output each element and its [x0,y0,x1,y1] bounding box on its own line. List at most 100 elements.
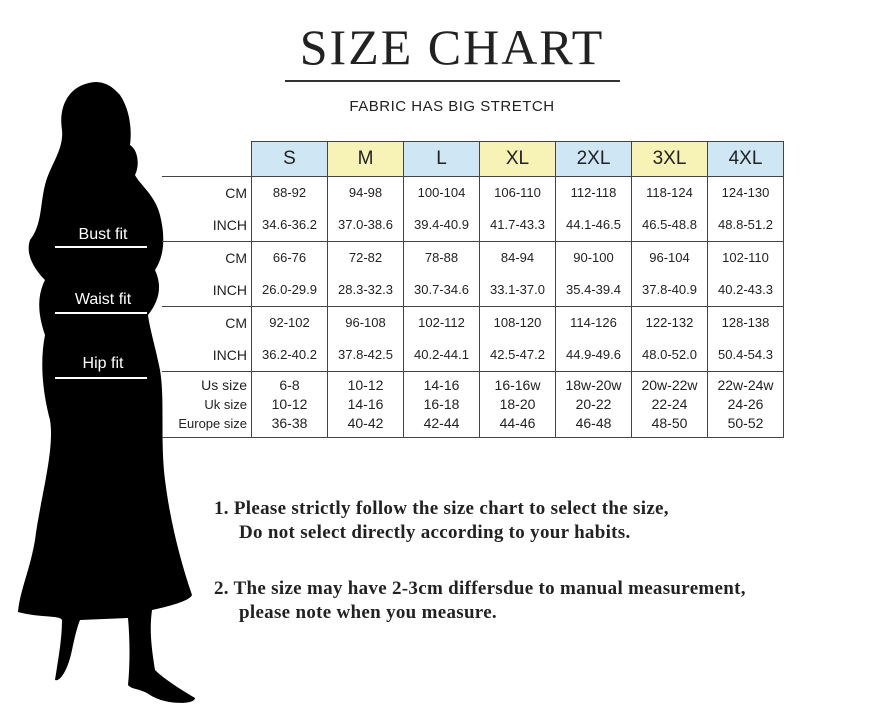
page-title: SIZE CHART [299,19,605,75]
waist-cell: 78-88 30.7-34.6 [403,241,480,307]
bust-cell: 124-130 48.8-51.2 [707,176,784,242]
waist-inch-value: 40.2-43.3 [718,282,773,297]
note-2: 2. The size may have 2-3cm differsdue to… [214,577,746,625]
conversion-cell: 16-16w 18-20 44-46 [479,371,556,438]
waist-cm-value: 84-94 [500,250,535,265]
note-1-line-2: Do not select directly according to your… [239,522,631,543]
hip-fit-line [55,377,147,379]
hip-inch-value: 50.4-54.3 [718,347,773,362]
conversion-label: Uk size [204,397,247,412]
size-header-3xl: 3XL [631,141,708,177]
bust-inch-value: 44.1-46.5 [566,217,621,232]
waist-cm-value: 102-110 [722,250,769,265]
hip-cell: 122-132 48.0-52.0 [631,306,708,372]
hip-cell: 92-102 36.2-40.2 [251,306,328,372]
eu-size-value: 48-50 [651,415,688,431]
uk-size-value: 22-24 [651,396,688,412]
hip-inch-value: 36.2-40.2 [262,347,317,362]
uk-size-value: 20-22 [575,396,612,412]
subtitle: FABRIC HAS BIG STRETCH [349,98,555,115]
bust-cell: 88-92 34.6-36.2 [251,176,328,242]
us-size-value: 22w-24w [717,377,774,393]
us-size-value: 18w-20w [565,377,622,393]
eu-size-value: 42-44 [423,415,460,431]
hip-cell: 108-120 42.5-47.2 [479,306,556,372]
waist-cell: 72-82 28.3-32.3 [327,241,404,307]
inch-label: INCH [212,282,247,298]
waist-row: CM INCH 66-76 26.0-29.9 72-82 28.3-32.3 78-88 3… [162,241,784,307]
uk-size-value: 14-16 [347,396,384,412]
us-size-value: 16-16w [494,377,541,393]
hip-inch-value: 42.5-47.2 [490,347,545,362]
size-header-s: S [251,141,328,177]
bust-cell: 100-104 39.4-40.9 [403,176,480,242]
waist-cm-value: 66-76 [272,250,307,265]
conversion-cell: 10-12 14-16 40-42 [327,371,404,438]
bust-cm-value: 100-104 [417,185,466,200]
bust-cell: 106-110 41.7-43.3 [479,176,556,242]
hip-cm-value: 128-138 [721,315,770,330]
hip-cm-value: 92-102 [269,315,310,330]
bust-cell: 94-98 37.0-38.6 [327,176,404,242]
hip-fit-label: Hip fit [82,355,124,372]
conversion-labels: Us size Uk size Europe size [162,371,252,438]
size-header-m: M [327,141,404,177]
waist-cell: 102-110 40.2-43.3 [707,241,784,307]
size-header-4xl: 4XL [707,141,784,177]
bust-cm-value: 94-98 [348,185,383,200]
conversion-cell: 20w-22w 22-24 48-50 [631,371,708,438]
note-2-line-1: 2. The size may have 2-3cm differsdue to… [214,578,746,599]
conversion-cell: 18w-20w 20-22 46-48 [555,371,632,438]
waist-inch-value: 28.3-32.3 [338,282,393,297]
uk-size-value: 16-18 [423,396,460,412]
hip-inch-value: 48.0-52.0 [642,347,697,362]
bust-inch-value: 46.5-48.8 [642,217,697,232]
bust-inch-value: 41.7-43.3 [490,217,545,232]
title-underline [285,80,620,82]
waist-inch-value: 26.0-29.9 [262,282,317,297]
size-header-xl: XL [479,141,556,177]
us-size-value: 10-12 [347,377,384,393]
size-table: S M L XL 2XL 3XL 4XL CM INCH 88-92 34.6-36.2 94-98 3… [162,141,784,438]
waist-cell: 84-94 33.1-37.0 [479,241,556,307]
waist-fit-label: Waist fit [74,291,132,308]
hip-cell: 102-112 40.2-44.1 [403,306,480,372]
waist-unit-labels: CM INCH [162,241,252,307]
us-size-value: 14-16 [423,377,460,393]
bust-cm-value: 112-118 [570,185,617,200]
conversion-label: Europe size [178,416,247,431]
hip-cell: 96-108 37.8-42.5 [327,306,404,372]
waist-inch-value: 37.8-40.9 [642,282,697,297]
hip-row: CM INCH 92-102 36.2-40.2 96-108 37.8-42.5 102-… [162,306,784,372]
hip-cell: 128-138 50.4-54.3 [707,306,784,372]
waist-fit-line [55,312,147,314]
note-2-line-2: please note when you measure. [239,602,497,623]
hip-cm-value: 108-120 [493,315,542,330]
cm-label: CM [225,250,247,266]
waist-inch-value: 33.1-37.0 [490,282,545,297]
waist-cm-value: 72-82 [348,250,383,265]
hip-cm-value: 114-126 [570,315,617,330]
bust-cell: 112-118 44.1-46.5 [555,176,632,242]
uk-size-value: 24-26 [727,396,764,412]
conversion-label: Us size [201,377,247,393]
hip-inch-value: 40.2-44.1 [414,347,469,362]
note-1: 1. Please strictly follow the size chart… [214,497,669,545]
waist-cell: 96-104 37.8-40.9 [631,241,708,307]
hip-cm-value: 96-108 [345,315,386,330]
waist-cm-value: 90-100 [573,250,614,265]
bust-cell: 118-124 46.5-48.8 [631,176,708,242]
cm-label: CM [225,315,247,331]
bust-inch-value: 37.0-38.6 [338,217,393,232]
header-corner [162,141,252,177]
waist-cm-value: 78-88 [424,250,459,265]
hip-inch-value: 37.8-42.5 [338,347,393,362]
size-header-l: L [403,141,480,177]
eu-size-value: 40-42 [347,415,384,431]
bust-fit-label: Bust fit [78,226,128,243]
waist-cell: 66-76 26.0-29.9 [251,241,328,307]
bust-inch-value: 39.4-40.9 [414,217,469,232]
conversion-cell: 14-16 16-18 42-44 [403,371,480,438]
